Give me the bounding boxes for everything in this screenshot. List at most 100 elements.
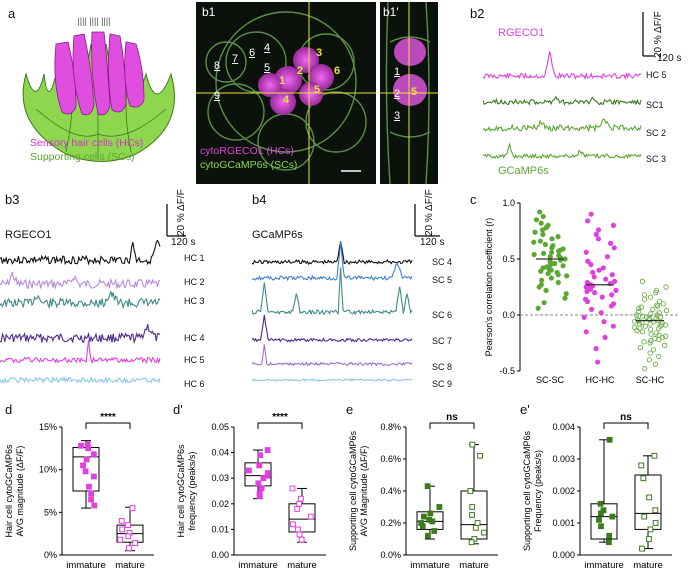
b2-scale-y: 20 % ΔF/F [653,11,664,58]
y-tick-label: 0.002 [552,486,575,496]
b4-scalebar [414,204,440,237]
b2-gcamp6s-label: GCaMP6s [498,165,549,177]
c-category-label: HC-HC [586,375,615,385]
y-axis-label: AVG magnitude (ΔF/F) [15,446,25,537]
data-point [481,529,487,536]
c-point [637,344,644,351]
y-tick-label: 0.8% [380,422,401,432]
c-point [541,250,547,257]
data-point [468,539,475,546]
c-point [583,329,589,335]
c-point [585,218,591,224]
c-point [599,294,605,300]
b4-trace-label-sc6: SC 6 [432,310,453,320]
c-y-tick-label: -0.5 [499,366,515,376]
significance-label: **** [272,412,288,423]
data-point [474,520,481,526]
y-tick-label: 15% [39,422,57,432]
data-point [296,531,303,538]
b3-trace-hc4 [0,323,161,345]
hc-label-3: 3 [316,47,323,59]
data-point [469,504,476,510]
x-category-label: mature [115,560,145,571]
c-point [555,272,561,278]
data-point [597,500,604,507]
data-point [298,536,305,543]
c-point [653,290,659,296]
data-point [652,520,659,526]
x-category-label: mature [287,560,317,571]
legend-supporting-cells: Supporting cells (SCs) [30,151,135,163]
hair-cells-shape [54,31,145,116]
c-point [584,298,591,305]
c-point [555,279,561,286]
cell-label-4: 4 [264,42,271,54]
b3-scale-x: 120 s [171,237,196,248]
data-point [264,447,271,453]
c-category-label: SC-SC [536,375,565,385]
c-point [647,340,653,346]
c-point [581,314,587,320]
c-point [642,366,648,372]
c-y-tick-label: 1.0 [502,198,515,208]
c-point [602,334,608,340]
data-point [88,496,94,503]
b3-trace-label-hc5: HC 5 [184,355,205,365]
x-category-label: immature [66,560,106,571]
x-category-label: immature [410,560,450,571]
b4-trace-sc6 [252,267,413,316]
significance-bracket [85,422,131,429]
panel-letter-e: e [346,402,354,417]
data-point [289,485,296,492]
c-point [631,324,638,330]
data-point [125,522,131,529]
c-point [603,276,609,282]
significance-label: ns [620,412,632,423]
data-point [129,505,136,511]
b2-trace-hc5 [483,51,642,81]
b4-trace-sc4 [252,241,413,265]
panel-letter-b1p: b1' [383,5,399,19]
hc-label-1: 1 [279,75,286,87]
stereocilia-icon: |||| |||| |||| [77,16,110,26]
b3-trace-label-hc1: HC 1 [184,253,205,263]
data-point [640,475,647,482]
cell-label-5: 5 [264,62,271,74]
c-point [648,331,654,337]
label-cytorgeco1: cytoRGECO1 (HCs) [200,145,294,157]
c-point [611,245,617,251]
b4-trace-label-sc4: SC 4 [432,257,453,267]
c-point [648,338,654,344]
b1p-micrograph [380,2,438,184]
c-point [596,267,602,273]
data-point [641,513,648,520]
c-point [652,361,659,367]
panel-letter-b4: b4 [252,192,267,207]
c-point [556,248,562,254]
panel-letter-d: d [5,402,13,417]
legend-hair-cells: Sensory hair cells (HCs) [30,137,144,149]
c-point [613,287,619,293]
cell-label-8: 8 [214,60,221,72]
c-point [539,227,546,233]
c-point [653,287,660,293]
data-point [597,510,604,517]
hc-label-5-side: 5 [411,86,418,98]
y-tick-label: 0.03 [211,473,229,483]
b3-title: RGECO1 [5,229,52,241]
cell-label-6: 6 [249,47,256,59]
c-point [592,290,598,296]
b2-rgeco1-label: RGECO1 [498,27,545,39]
b3-scalebar [166,204,186,237]
c-point [641,296,648,302]
c-point [646,357,652,363]
b3-trace-hc6 [0,375,161,384]
data-point [638,462,645,469]
b3-trace-label-hc6: HC 6 [184,379,205,389]
y-tick-label: 0.2% [380,518,401,528]
data-point [90,473,97,480]
data-point [245,467,252,474]
data-point [257,452,264,459]
panel-letter-b3: b3 [5,192,20,207]
panel-b1-image: b1 8 7 6 4 5 9 1 2 3 4 5 6 cytoRGECO1 (H… [196,2,376,184]
